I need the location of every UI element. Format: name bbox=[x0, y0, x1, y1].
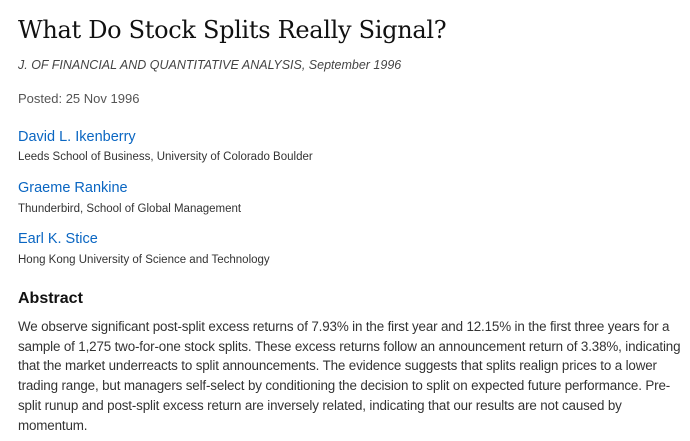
author-affiliation: Leeds School of Business, University of … bbox=[18, 151, 313, 163]
abstract-text: We observe significant post-split excess… bbox=[18, 319, 681, 433]
paper-title: What Do Stock Splits Really Signal? bbox=[18, 16, 447, 44]
posted-date: Posted: 25 Nov 1996 bbox=[18, 91, 140, 106]
author-link[interactable]: David L. Ikenberry bbox=[18, 129, 136, 145]
author-link[interactable]: Earl K. Stice bbox=[18, 231, 98, 247]
author-affiliation: Hong Kong University of Science and Tech… bbox=[18, 254, 270, 266]
author-affiliation: Thunderbird, School of Global Management bbox=[18, 203, 242, 215]
author-link[interactable]: Graeme Rankine bbox=[18, 180, 128, 196]
journal-citation: J. OF FINANCIAL AND QUANTITATIVE ANALYSI… bbox=[18, 58, 402, 72]
abstract-heading: Abstract bbox=[18, 290, 83, 307]
